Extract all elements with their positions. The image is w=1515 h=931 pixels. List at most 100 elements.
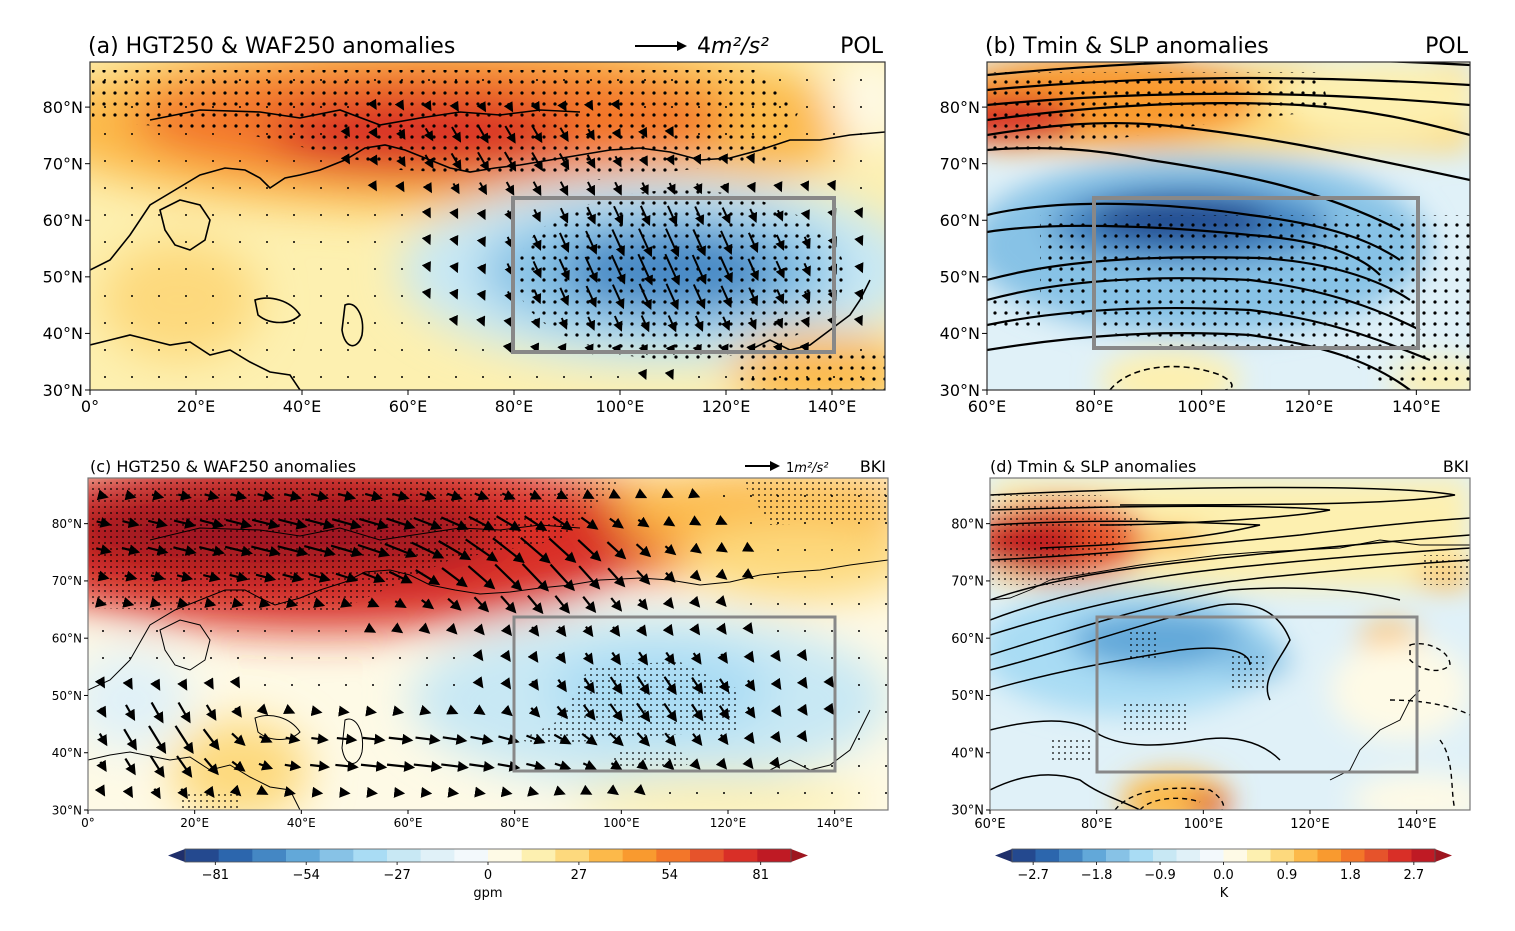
waf-vector <box>638 126 648 139</box>
waf-vector <box>229 571 249 583</box>
waf-vector-point <box>617 79 619 81</box>
waf-vector <box>419 704 432 716</box>
waf-vector <box>527 785 540 797</box>
waf-vector <box>556 489 569 500</box>
waf-vector <box>720 316 731 332</box>
waf-vector <box>422 182 432 194</box>
waf-vector <box>449 288 459 300</box>
waf-vector <box>147 517 168 529</box>
panel-d: (d) Tmin & SLP anomalies BKI <box>951 457 1471 832</box>
waf-vector <box>337 490 357 502</box>
waf-vector-point <box>860 187 862 189</box>
waf-vector-point <box>401 349 403 351</box>
waf-vector <box>96 517 112 528</box>
waf-vector <box>715 541 728 553</box>
waf-vector-point <box>347 214 349 216</box>
waf-vector <box>469 760 495 772</box>
waf-vector <box>177 678 188 691</box>
waf-vector <box>149 755 165 778</box>
waf-vector <box>503 316 513 328</box>
waf-vector-point <box>885 765 887 767</box>
y-tick-label: 50°N <box>43 268 83 287</box>
waf-vector <box>555 624 567 638</box>
waf-vector <box>548 537 577 564</box>
panel-a: (a) HGT250 & WAF250 anomalies 4m²/s² POL <box>43 34 886 416</box>
waf-vector <box>559 287 569 307</box>
waf-vector-point <box>698 79 700 81</box>
x-tick-label: 0° <box>81 397 99 416</box>
waf-vector-point <box>239 106 241 108</box>
waf-vector-point <box>185 106 187 108</box>
waf-vector <box>500 624 513 637</box>
waf-vector-point <box>158 241 160 243</box>
waf-vector-point <box>158 268 160 270</box>
waf-vector <box>415 733 441 745</box>
waf-vector <box>311 733 329 745</box>
waf-vector <box>553 785 566 796</box>
waf-vector <box>285 597 298 609</box>
waf-vector <box>449 234 459 247</box>
waf-vector <box>150 678 161 691</box>
waf-vector <box>505 181 515 196</box>
x-tick-label: 100°E <box>596 397 645 416</box>
waf-vector <box>122 597 135 608</box>
waf-vector <box>531 208 541 223</box>
x-tick-label: 0° <box>81 816 95 830</box>
waf-vector <box>366 786 378 798</box>
waf-vector <box>775 260 785 279</box>
waf-vector <box>418 622 431 634</box>
waf-vector-point <box>183 630 185 632</box>
waf-vector <box>636 569 651 585</box>
y-tick-label: 60°N <box>951 632 984 647</box>
waf-vector-point <box>885 630 887 632</box>
waf-vector <box>96 733 108 747</box>
waf-vector <box>340 126 350 138</box>
waf-vector <box>358 517 389 530</box>
waf-vector-point <box>293 187 295 189</box>
waf-vector-point <box>347 241 349 243</box>
waf-vector <box>636 759 649 771</box>
waf-vector <box>635 543 652 558</box>
waf-vector <box>97 570 110 582</box>
waf-vector <box>499 649 511 663</box>
waf-vector-point <box>212 214 214 216</box>
panel-b-axes: 60°E 80°E 100°E 120°E 140°E 30°N 40°N 50°N 60°N 7… <box>940 98 1441 416</box>
waf-vector-point <box>293 160 295 162</box>
waf-vector-point <box>104 295 106 297</box>
x-tick-label: 120°E <box>1285 397 1334 416</box>
waf-vector <box>413 761 443 772</box>
colorbar-swatch <box>1223 849 1248 862</box>
colorbar-swatch <box>185 849 220 862</box>
colorbar-swatch <box>589 849 624 862</box>
waf-vector <box>224 545 253 557</box>
waf-vector-point <box>536 376 538 378</box>
waf-vector <box>741 541 755 552</box>
waf-vector-point <box>104 133 106 135</box>
waf-vector <box>173 518 197 529</box>
waf-vector <box>664 253 680 286</box>
waf-vector-point <box>104 187 106 189</box>
waf-vector <box>586 154 596 169</box>
panel-a-vector-key-label: 4m²/s² <box>697 34 769 59</box>
waf-vector <box>638 283 652 311</box>
colorbar-gpm-label: gpm <box>473 886 502 901</box>
colorbar-swatch <box>622 849 657 862</box>
waf-vector <box>637 368 647 380</box>
waf-vector <box>147 544 169 556</box>
waf-vector <box>640 315 650 333</box>
colorbar-swatch <box>1176 849 1201 862</box>
colorbar-swatch <box>757 849 792 862</box>
y-tick-label: 30°N <box>43 381 83 400</box>
waf-vector <box>501 489 516 501</box>
x-tick-label: 120°E <box>710 816 747 830</box>
waf-vector-point <box>210 657 212 659</box>
waf-vector <box>384 542 418 558</box>
waf-vector-point <box>291 630 293 632</box>
waf-vector-point <box>347 106 349 108</box>
waf-vector <box>229 784 242 797</box>
waf-vector-point <box>320 187 322 189</box>
colorbar-k: K −2.7 −1.8 −0.9 0.0 0.9 1.8 2.7 <box>995 848 1452 901</box>
waf-vector <box>336 733 358 745</box>
waf-vector <box>231 732 246 747</box>
waf-vector-point <box>131 322 133 324</box>
